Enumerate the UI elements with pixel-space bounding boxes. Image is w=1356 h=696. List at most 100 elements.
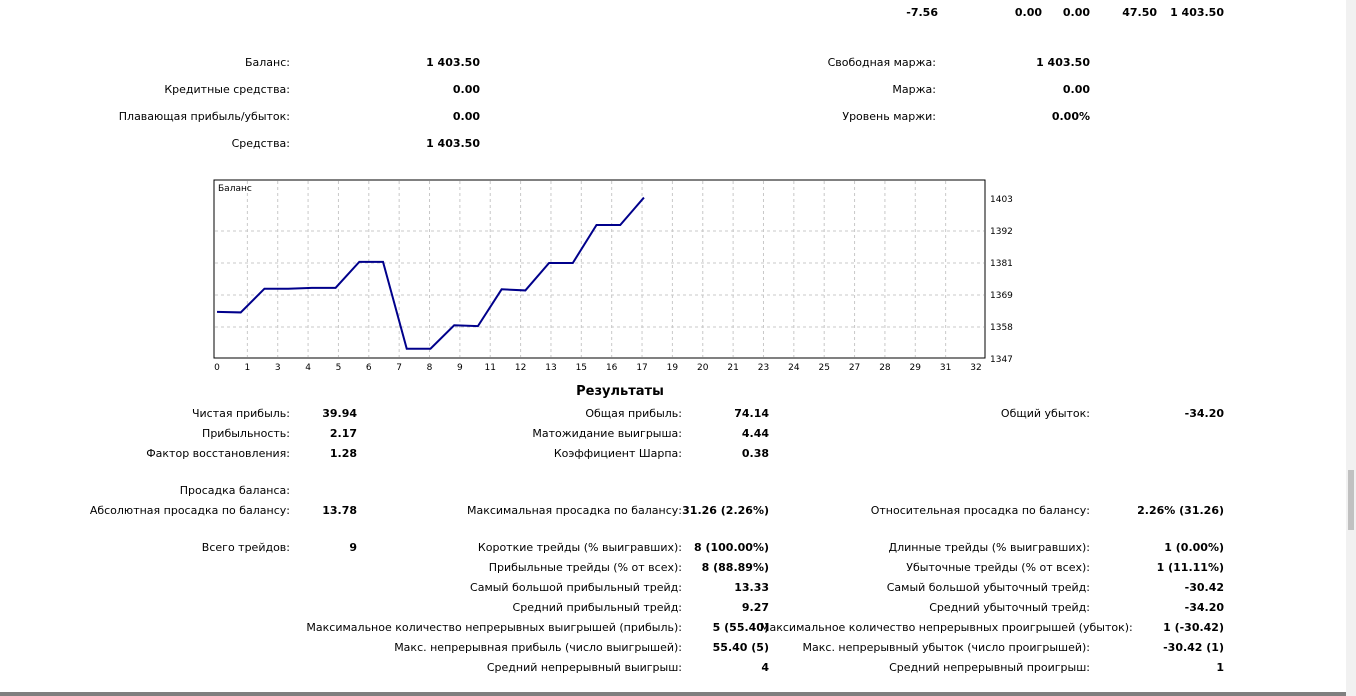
x-tick-label: 17	[636, 363, 647, 373]
x-tick-label: 25	[818, 363, 829, 373]
y-tick-label: 1358	[990, 323, 1013, 333]
chart-grid	[215, 181, 984, 357]
chart-plot-area	[213, 179, 986, 359]
x-tick-label: 3	[275, 363, 281, 373]
summary-value: 0.00%	[1051, 110, 1090, 123]
x-tick-label: 20	[697, 363, 709, 373]
top-row-value: -7.56	[906, 6, 938, 19]
x-tick-label: 19	[667, 363, 679, 373]
top-row-value: 0.00	[1062, 6, 1090, 19]
result-label: Макс. непрерывный убыток (число проигрыш…	[802, 641, 1090, 654]
summary-value: 1 403.50	[426, 56, 480, 69]
result-label: Самый большой убыточный трейд:	[886, 581, 1090, 594]
x-tick-label: 1	[244, 363, 250, 373]
y-tick-label: 1381	[990, 259, 1013, 269]
result-label: Абсолютная просадка по балансу:	[89, 504, 290, 517]
summary-value: 1 403.50	[426, 137, 480, 150]
result-label: Относительная просадка по балансу:	[870, 504, 1090, 517]
result-label: Максимальное количество непрерывных выиг…	[306, 621, 682, 634]
y-tick-label: 1347	[990, 355, 1013, 365]
x-tick-label: 12	[515, 363, 526, 373]
x-tick-label: 27	[849, 363, 860, 373]
result-value: 1 (11.11%)	[1156, 561, 1224, 574]
result-label: Средний убыточный трейд:	[929, 601, 1090, 614]
y-tick-label: 1403	[990, 195, 1013, 205]
result-label: Средний непрерывный выигрыш:	[486, 661, 682, 674]
summary-label: Уровень маржи:	[842, 110, 936, 123]
y-tick-label: 1392	[990, 227, 1013, 237]
x-tick-label: 16	[606, 363, 618, 373]
balance-series-line	[216, 196, 645, 350]
drawdown-header: Просадка баланса:	[179, 484, 290, 497]
top-row-value: 1 403.50	[1170, 6, 1224, 19]
chart-title: Баланс	[218, 184, 252, 194]
y-tick-label: 1369	[990, 291, 1013, 301]
summary-value: 1 403.50	[1036, 56, 1090, 69]
result-label: Общий убыток:	[1000, 407, 1090, 420]
summary-value: 0.00	[452, 83, 480, 96]
results-title: Результаты	[576, 384, 664, 399]
result-value: 5 (55.40)	[712, 621, 769, 634]
x-tick-label: 21	[727, 363, 738, 373]
x-tick-label: 7	[396, 363, 402, 373]
x-tick-label: 32	[970, 363, 981, 373]
x-tick-label: 11	[485, 363, 496, 373]
result-value: 9	[349, 541, 357, 554]
result-label: Коэффициент Шарпа:	[553, 447, 682, 460]
x-tick-label: 31	[940, 363, 951, 373]
result-value: 0.38	[741, 447, 769, 460]
balance-chart: Баланс 0 1 3 4 5 6 7 8 9 11 12 13 15 16 17 19 20 21 23 24 25…	[213, 179, 1013, 373]
result-label: Средний прибыльный трейд:	[512, 601, 682, 614]
result-value: -30.42 (1)	[1163, 641, 1224, 654]
result-label: Максимальное количество непрерывных прои…	[760, 621, 1133, 634]
result-value: 31.26 (2.26%)	[682, 504, 769, 517]
result-value: -34.20	[1184, 601, 1224, 614]
x-tick-label: 5	[336, 363, 342, 373]
summary-value: 0.00	[1062, 83, 1090, 96]
x-tick-label: 24	[788, 363, 800, 373]
top-row-value: 0.00	[1014, 6, 1042, 19]
x-tick-label: 28	[879, 363, 891, 373]
x-tick-label: 29	[910, 363, 922, 373]
result-value: 1 (-30.42)	[1163, 621, 1224, 634]
result-value: 2.26% (31.26)	[1137, 504, 1224, 517]
summary-label: Маржа:	[892, 83, 936, 96]
result-value: 1.28	[329, 447, 357, 460]
summary-label: Средства:	[231, 137, 290, 150]
result-label: Всего трейдов:	[201, 541, 290, 554]
result-label: Матожидание выигрыша:	[532, 427, 682, 440]
result-value: 2.17	[329, 427, 357, 440]
x-tick-label: 0	[214, 363, 220, 373]
bottom-border	[0, 692, 1346, 696]
result-label: Макс. непрерывная прибыль (число выигрыш…	[394, 641, 682, 654]
result-label: Прибыльность:	[202, 427, 290, 440]
result-label: Общая прибыль:	[585, 407, 682, 420]
result-value: 4.44	[741, 427, 769, 440]
result-label: Короткие трейды (% выигравших):	[477, 541, 682, 554]
x-axis-ticks: 0 1 3 4 5 6 7 8 9 11 12 13 15 16 17 19 20 21 23 24 25 27 28 29 3…	[214, 363, 982, 373]
result-value: 55.40 (5)	[712, 641, 769, 654]
scrollbar-thumb[interactable]	[1348, 470, 1354, 530]
result-value: -34.20	[1184, 407, 1224, 420]
vertical-scrollbar[interactable]	[1346, 0, 1356, 696]
result-value: 13.33	[734, 581, 769, 594]
top-row-value: 47.50	[1122, 6, 1157, 19]
result-label: Максимальная просадка по балансу:	[466, 504, 682, 517]
x-tick-label: 9	[457, 363, 463, 373]
x-tick-label: 6	[366, 363, 372, 373]
result-value: 39.94	[322, 407, 357, 420]
result-value: 4	[761, 661, 769, 674]
summary-label: Плавающая прибыль/убыток:	[118, 110, 290, 123]
x-tick-label: 8	[427, 363, 433, 373]
result-label: Фактор восстановления:	[146, 447, 290, 460]
result-value: -30.42	[1184, 581, 1224, 594]
x-tick-label: 15	[576, 363, 587, 373]
result-label: Убыточные трейды (% от всех):	[906, 561, 1090, 574]
summary-value: 0.00	[452, 110, 480, 123]
summary-label: Баланс:	[244, 56, 290, 69]
result-value: 1	[1216, 661, 1224, 674]
x-tick-label: 23	[758, 363, 769, 373]
result-label: Чистая прибыль:	[191, 407, 290, 420]
result-value: 1 (0.00%)	[1164, 541, 1224, 554]
result-value: 13.78	[322, 504, 357, 517]
